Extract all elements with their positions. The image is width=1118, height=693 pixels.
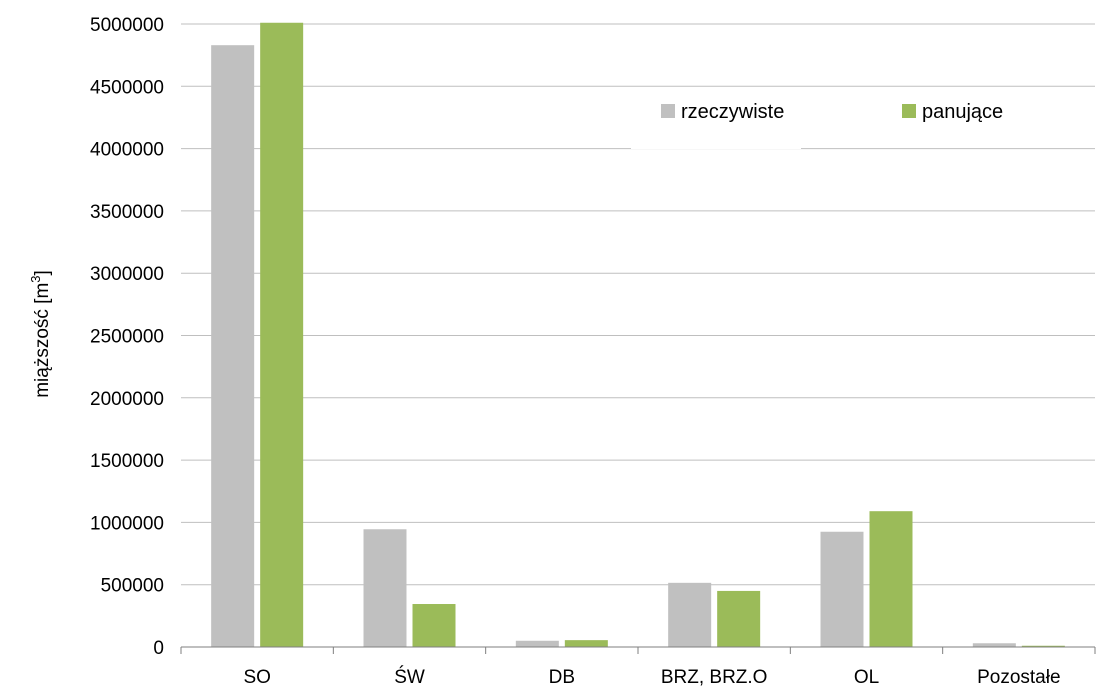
y-axis-title-superscript: 3	[28, 275, 43, 282]
axes	[180, 646, 1096, 654]
bar-rzeczywiste-so	[211, 45, 255, 647]
y-tick-label: 500000	[101, 576, 164, 597]
x-tick-label-sw: ŚW	[394, 666, 425, 688]
bar-panujace-so	[260, 22, 304, 647]
y-tick-label: 2000000	[90, 389, 164, 410]
y-tick-labels: 0 500000 1000000 1500000 2000000 2500000 30000…	[90, 15, 164, 659]
legend-swatch-panujace	[902, 104, 916, 118]
legend-label-rzeczywiste: rzeczywiste	[681, 101, 784, 123]
x-tick-label-brz-brz-o: BRZ, BRZ.O	[661, 667, 768, 688]
bar-panujace-pozostale	[1021, 645, 1065, 647]
y-tick-label: 4000000	[90, 140, 164, 161]
bar-rzeczywiste-brz-brz-o	[668, 582, 712, 647]
bar-panujace-sw	[412, 604, 456, 647]
bar-panujace-ol	[869, 511, 913, 647]
x-tick-label-so: SO	[243, 667, 270, 688]
y-tick-label: 5000000	[90, 15, 164, 36]
bar-rzeczywiste-sw	[363, 529, 407, 647]
y-axis-title-main: miąższość [m	[32, 283, 53, 398]
y-tick-label: 3500000	[90, 202, 164, 223]
y-tick-label: 2500000	[90, 327, 164, 348]
x-tick-label-db: DB	[549, 667, 575, 688]
y-axis-title-suffix: ]	[32, 270, 53, 275]
y-tick-label: 4500000	[90, 77, 164, 98]
bars	[211, 22, 1065, 647]
grid-lines	[181, 23, 1095, 586]
bar-panujace-brz-brz-o	[717, 590, 761, 647]
y-tick-label: 1500000	[90, 451, 164, 472]
bar-rzeczywiste-ol	[820, 531, 864, 647]
x-tick-label-pozostale: Pozostałe	[977, 667, 1060, 688]
bar-panujace-db	[564, 640, 608, 647]
legend: rzeczywiste panujące	[631, 93, 1003, 149]
legend-label-panujace: panujące	[922, 101, 1003, 123]
y-axis-title: miąższość [m3]	[28, 270, 53, 398]
y-tick-label: 1000000	[90, 513, 164, 534]
bar-rzeczywiste-db	[515, 640, 559, 647]
x-tick-labels: SO ŚW DB BRZ, BRZ.O OL Pozostałe	[243, 666, 1060, 688]
y-tick-label: 3000000	[90, 264, 164, 285]
legend-swatch-rzeczywiste	[661, 104, 675, 118]
x-tick-label-ol: OL	[854, 667, 879, 688]
bar-rzeczywiste-pozostale	[972, 643, 1016, 647]
y-tick-label: 0	[153, 638, 164, 659]
legend-background	[631, 93, 801, 149]
